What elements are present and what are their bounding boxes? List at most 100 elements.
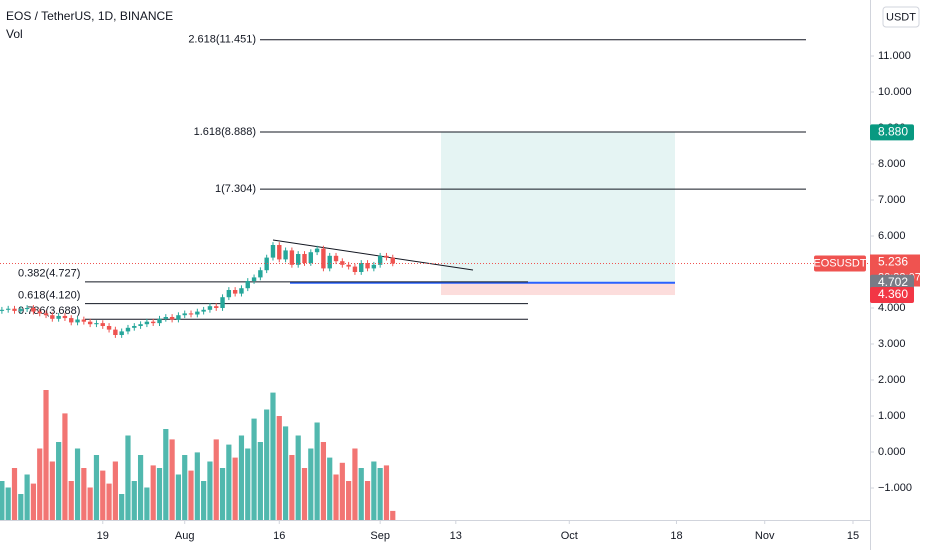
candle-body bbox=[302, 254, 307, 264]
x-tick-label: 16 bbox=[273, 530, 285, 542]
candle-body bbox=[69, 318, 74, 323]
volume-bar bbox=[346, 481, 352, 520]
candle-body bbox=[62, 315, 68, 319]
x-tick-label: 19 bbox=[97, 530, 109, 542]
loss-zone bbox=[441, 282, 675, 296]
volume-bar bbox=[30, 483, 37, 520]
candle-body bbox=[94, 323, 99, 325]
candle-body bbox=[352, 266, 358, 273]
fib-label: 1.618(8.888) bbox=[194, 126, 256, 138]
stop-label: 4.360 bbox=[878, 287, 908, 301]
symbol-tag bbox=[814, 255, 866, 272]
candle-body bbox=[125, 327, 131, 332]
candle-body bbox=[50, 315, 55, 319]
volume-bar bbox=[182, 455, 188, 520]
candle-body bbox=[113, 329, 118, 336]
trend-line bbox=[272, 239, 474, 271]
currency-button-label[interactable]: USDT bbox=[886, 11, 916, 23]
volume-bar bbox=[276, 416, 282, 520]
y-tick-label: 0.000 bbox=[878, 446, 906, 458]
candle-body bbox=[144, 321, 150, 325]
volume-bar bbox=[383, 465, 390, 520]
entry-tag bbox=[870, 274, 914, 291]
candle-body bbox=[37, 311, 42, 314]
volume-label: Vol bbox=[6, 27, 23, 41]
currency-button[interactable] bbox=[882, 6, 920, 28]
volume-bar bbox=[56, 442, 62, 520]
candle-body bbox=[188, 313, 194, 315]
volume-bar bbox=[18, 494, 24, 520]
candle-body bbox=[283, 250, 288, 260]
y-tick-label: 8.000 bbox=[878, 158, 906, 170]
y-tick-label: 7.000 bbox=[878, 194, 906, 206]
candle-body bbox=[214, 306, 219, 309]
volume-bar bbox=[333, 474, 339, 520]
candle-body bbox=[295, 254, 301, 265]
candle-body bbox=[289, 250, 295, 265]
volume-bar bbox=[320, 442, 327, 520]
candle-body bbox=[201, 309, 206, 312]
x-tick-label: Sep bbox=[370, 530, 390, 542]
candle-body bbox=[365, 263, 370, 269]
candle-body bbox=[81, 319, 87, 322]
volume-bar bbox=[87, 487, 93, 520]
volume-bar bbox=[257, 442, 263, 520]
candle-body bbox=[245, 281, 250, 289]
y-tick-label: 4.000 bbox=[878, 302, 906, 314]
candle-body bbox=[359, 263, 364, 273]
last-price-label: 5.236 bbox=[878, 255, 908, 269]
candle-body bbox=[106, 326, 112, 330]
candle-body bbox=[340, 261, 345, 265]
candle-body bbox=[138, 324, 143, 327]
fib-label: 1(7.304) bbox=[215, 183, 256, 195]
candle-body bbox=[5, 308, 11, 310]
x-tick-label: Nov bbox=[755, 530, 775, 542]
volume-bar bbox=[100, 470, 106, 520]
candle-body bbox=[239, 288, 244, 294]
volume-bar bbox=[0, 481, 5, 520]
x-tick-label: Oct bbox=[561, 530, 578, 542]
volume-bar bbox=[43, 390, 49, 520]
volume-bar bbox=[119, 494, 125, 520]
volume-bar bbox=[339, 462, 345, 520]
candle-body bbox=[220, 297, 225, 309]
volume-bar bbox=[364, 481, 371, 520]
symbol-tag-label: EOSUSDT bbox=[813, 257, 866, 269]
volume-bar bbox=[232, 457, 238, 520]
volume-bar bbox=[352, 448, 358, 520]
volume-bar bbox=[81, 468, 87, 520]
candle-body bbox=[75, 319, 80, 323]
volume-bar bbox=[24, 474, 30, 520]
volume-bar bbox=[74, 448, 81, 520]
candle-body bbox=[169, 317, 175, 320]
fib-label: 2.618(11.451) bbox=[188, 34, 256, 46]
volume-bar bbox=[289, 455, 295, 520]
candle-body bbox=[12, 308, 17, 311]
candle-body bbox=[87, 321, 93, 325]
volume-bar bbox=[11, 468, 18, 520]
candle-body bbox=[24, 308, 30, 310]
volume-bar bbox=[163, 429, 169, 520]
candle-body bbox=[226, 290, 232, 298]
volume-bar bbox=[301, 468, 308, 520]
candle-body bbox=[232, 290, 238, 294]
candle-body bbox=[0, 309, 5, 311]
candle-body bbox=[207, 306, 213, 310]
stop-tag bbox=[870, 287, 914, 304]
volume-bar bbox=[245, 448, 251, 520]
candle-body bbox=[100, 323, 105, 327]
candle-body bbox=[119, 331, 124, 336]
volume-bar bbox=[270, 392, 276, 520]
volume-bar bbox=[175, 474, 182, 520]
volume-bar bbox=[226, 444, 232, 520]
profit-zone bbox=[441, 132, 675, 283]
candle-body bbox=[308, 252, 314, 264]
x-tick-label: Aug bbox=[175, 530, 195, 542]
y-tick-label: 1.000 bbox=[878, 410, 906, 422]
volume-bar bbox=[144, 487, 150, 520]
volume-bar bbox=[194, 452, 200, 520]
candle-body bbox=[176, 315, 181, 320]
volume-bar bbox=[207, 461, 213, 520]
